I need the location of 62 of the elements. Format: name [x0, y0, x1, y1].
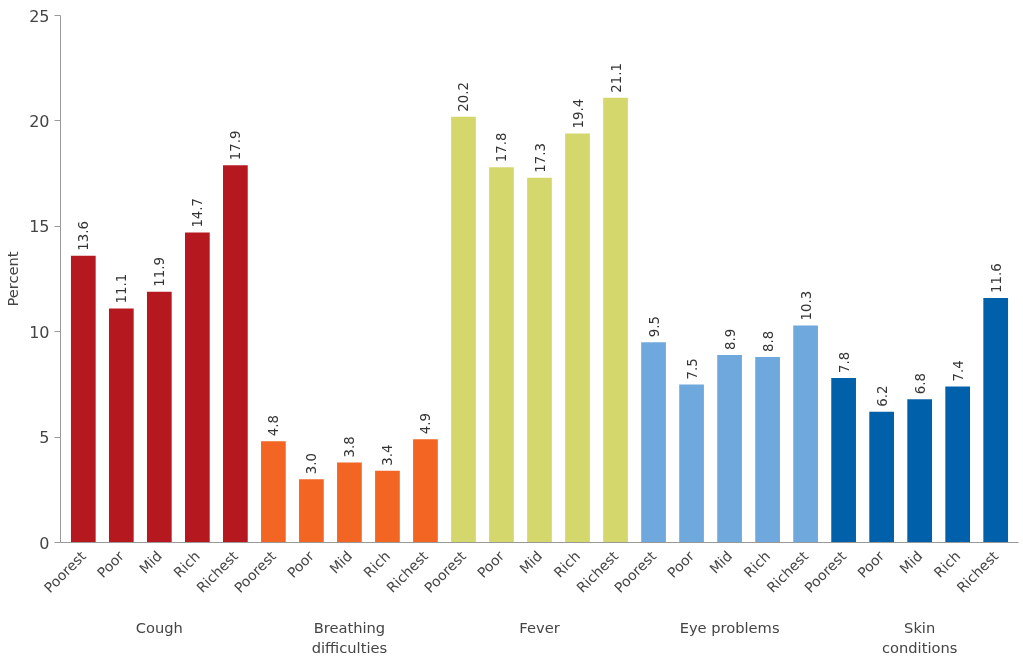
bar: [831, 378, 856, 543]
data-label: 8.8: [760, 330, 776, 352]
y-axis-title: Percent: [4, 251, 22, 307]
bar: [375, 470, 400, 543]
data-label: 6.2: [874, 385, 890, 407]
data-label: 21.1: [608, 63, 624, 93]
data-label: 14.7: [190, 197, 206, 228]
text: Breathing difficulties: [311, 618, 388, 656]
bar: [679, 384, 704, 543]
data-label: 11.1: [114, 273, 130, 304]
data-label: 7.8: [836, 351, 852, 374]
bar: [185, 232, 210, 543]
bar: [565, 133, 590, 543]
bar: [945, 386, 971, 543]
bar: [907, 399, 933, 543]
bar: [146, 291, 172, 543]
bar: [223, 165, 248, 543]
text: Skin conditions: [881, 618, 958, 656]
bar: [489, 167, 514, 543]
bar: [413, 439, 438, 543]
data-label: 11.6: [988, 263, 1004, 293]
data-label: 17.9: [228, 130, 244, 161]
data-label: 6.8: [912, 372, 928, 395]
y-tick-label: 5: [39, 428, 50, 448]
text: Cough: [135, 618, 183, 636]
data-label: 3.0: [304, 453, 320, 475]
text: Fever: [519, 618, 561, 636]
bar: [603, 97, 628, 543]
y-tick-label: 25: [29, 6, 50, 26]
data-label: 10.3: [798, 290, 814, 321]
bar: [983, 297, 1009, 543]
data-label: 4.8: [266, 415, 282, 437]
bar: [717, 354, 742, 543]
data-label: 3.8: [342, 436, 358, 458]
text: Eye problems: [679, 618, 780, 636]
bar: [869, 411, 894, 543]
bar: [70, 255, 96, 543]
data-label: 3.4: [380, 444, 396, 466]
data-label: 13.6: [76, 221, 92, 251]
data-label: 9.5: [646, 316, 662, 338]
data-label: 4.9: [418, 413, 434, 435]
data-label: 19.4: [570, 98, 586, 129]
bar: [337, 462, 362, 543]
y-tick-label: 0: [39, 533, 50, 553]
data-label: 20.2: [456, 82, 472, 112]
y-tick-label: 10: [29, 322, 50, 342]
y-tick-label: 20: [29, 111, 50, 131]
bar: [451, 116, 476, 543]
data-label: 8.9: [722, 328, 738, 350]
data-label: 7.5: [684, 358, 700, 380]
bar: [793, 325, 818, 543]
bar: [261, 441, 286, 543]
bar: [299, 479, 324, 543]
bar: [641, 342, 666, 543]
data-label: 7.4: [950, 360, 966, 382]
bar: [755, 357, 780, 543]
y-tick-label: 15: [29, 217, 50, 237]
bar: [527, 177, 552, 543]
data-label: 11.9: [152, 256, 168, 287]
data-label: 17.8: [494, 132, 510, 163]
bar: [108, 308, 134, 543]
data-label: 17.3: [532, 143, 548, 173]
